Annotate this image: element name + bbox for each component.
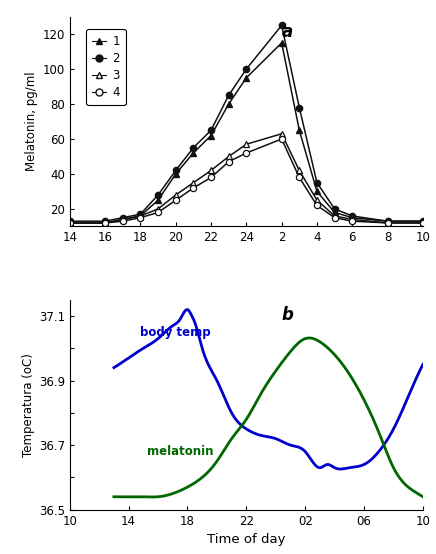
Line: 2: 2 (67, 22, 426, 224)
2 (314, 179, 320, 186)
2 (226, 92, 231, 99)
4 (138, 214, 143, 221)
3 (350, 216, 355, 223)
1 (173, 171, 178, 177)
1 (67, 219, 72, 226)
2 (67, 218, 72, 224)
2 (102, 218, 108, 224)
3 (155, 206, 160, 212)
3 (102, 219, 108, 226)
Y-axis label: Temperatura (oC): Temperatura (oC) (22, 353, 34, 456)
3 (279, 130, 284, 137)
4 (385, 219, 390, 226)
4 (208, 174, 214, 181)
1 (244, 74, 249, 81)
4 (350, 218, 355, 224)
3 (332, 213, 337, 219)
2 (385, 218, 390, 224)
2 (138, 211, 143, 218)
1 (385, 218, 390, 224)
1 (155, 197, 160, 203)
1 (332, 209, 337, 216)
4 (102, 219, 108, 226)
3 (191, 179, 196, 186)
3 (173, 192, 178, 198)
3 (296, 167, 302, 174)
4 (120, 218, 125, 224)
4 (226, 158, 231, 165)
2 (350, 213, 355, 219)
1 (350, 214, 355, 221)
3 (385, 219, 390, 226)
Text: melatonin: melatonin (147, 445, 214, 458)
3 (138, 213, 143, 219)
2 (296, 104, 302, 111)
4 (155, 209, 160, 216)
4 (244, 150, 249, 156)
1 (120, 216, 125, 223)
1 (138, 213, 143, 219)
2 (279, 22, 284, 29)
2 (191, 145, 196, 151)
3 (208, 167, 214, 174)
Text: body temp: body temp (140, 326, 211, 338)
3 (420, 219, 426, 226)
2 (332, 206, 337, 212)
4 (173, 197, 178, 203)
Line: 4: 4 (67, 136, 426, 226)
3 (226, 153, 231, 160)
2 (155, 192, 160, 198)
4 (420, 219, 426, 226)
3 (244, 141, 249, 147)
1 (420, 218, 426, 224)
Y-axis label: Melatonin, pg/ml: Melatonin, pg/ml (25, 71, 38, 171)
X-axis label: Time of day: Time of day (207, 533, 286, 546)
Legend: 1, 2, 3, 4: 1, 2, 3, 4 (86, 29, 126, 105)
Line: 3: 3 (67, 131, 426, 226)
1 (191, 150, 196, 156)
3 (67, 219, 72, 226)
Text: b: b (282, 306, 293, 324)
2 (208, 127, 214, 134)
1 (226, 101, 231, 107)
1 (314, 188, 320, 195)
1 (296, 127, 302, 134)
4 (314, 202, 320, 209)
Text: a: a (282, 23, 293, 41)
4 (279, 136, 284, 142)
3 (120, 216, 125, 223)
4 (332, 214, 337, 221)
4 (191, 184, 196, 191)
2 (120, 214, 125, 221)
4 (296, 174, 302, 181)
1 (102, 219, 108, 226)
2 (244, 66, 249, 73)
1 (208, 132, 214, 139)
1 (279, 39, 284, 46)
2 (420, 218, 426, 224)
3 (314, 197, 320, 203)
Line: 1: 1 (67, 40, 426, 226)
4 (67, 219, 72, 226)
2 (173, 167, 178, 174)
